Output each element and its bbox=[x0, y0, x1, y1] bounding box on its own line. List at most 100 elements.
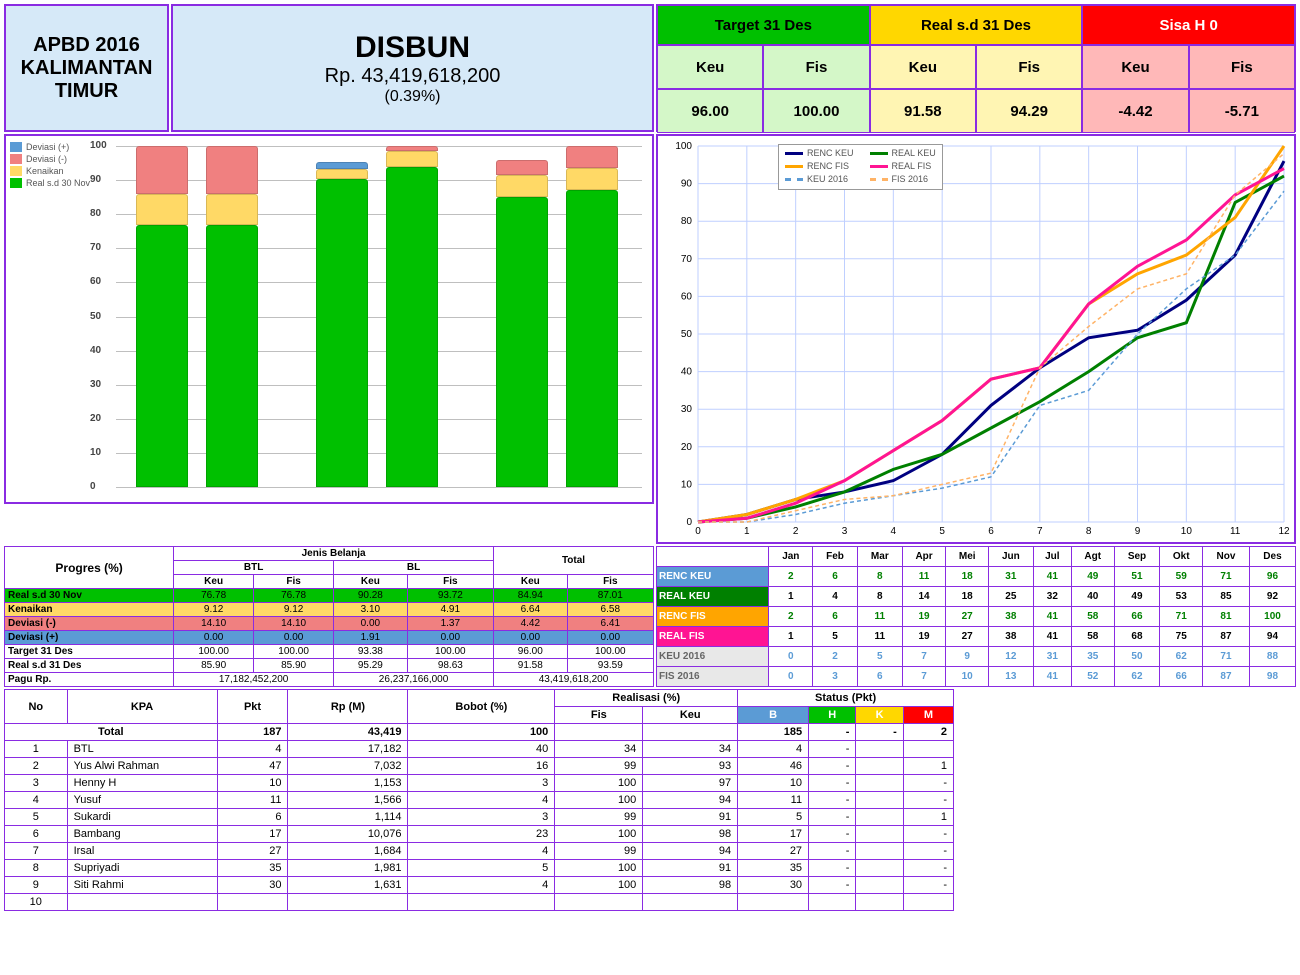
cell: 4 bbox=[738, 741, 809, 758]
cell: 34 bbox=[643, 741, 738, 758]
cell: 50 bbox=[1114, 647, 1160, 667]
svg-text:80: 80 bbox=[681, 216, 693, 227]
cell: Target 31 Des bbox=[5, 645, 174, 659]
cell: 14 bbox=[902, 587, 946, 607]
cell: 93.59 bbox=[567, 659, 653, 673]
y-tick-label: 20 bbox=[90, 413, 101, 424]
cell: 2 bbox=[5, 758, 68, 775]
cell: Status (Pkt) bbox=[738, 690, 954, 707]
cell: Jenis Belanja bbox=[174, 547, 494, 561]
cell bbox=[856, 741, 903, 758]
cell: 62 bbox=[1114, 667, 1160, 687]
org-line1: APBD 2016 bbox=[33, 34, 140, 57]
cell: 91.58 bbox=[494, 659, 568, 673]
cell: 93.72 bbox=[407, 589, 493, 603]
cell: 2 bbox=[813, 647, 858, 667]
cell: 68 bbox=[1114, 627, 1160, 647]
svg-text:11: 11 bbox=[1230, 526, 1241, 537]
legend-item: FIS 2016 bbox=[870, 174, 936, 184]
cell: Pkt bbox=[217, 690, 288, 724]
cell: 9.12 bbox=[254, 603, 334, 617]
cell: 7 bbox=[902, 647, 946, 667]
cell: Nov bbox=[1203, 547, 1250, 567]
cell bbox=[738, 894, 809, 911]
kpa-table: No KPA Pkt Rp (M) Bobot (%) Realisasi (%… bbox=[4, 689, 954, 911]
cell: 6 bbox=[857, 667, 902, 687]
cell: 9.12 bbox=[174, 603, 254, 617]
cell: 85 bbox=[1203, 587, 1250, 607]
cell: 6 bbox=[813, 607, 858, 627]
cell: B bbox=[738, 707, 809, 724]
bar-segment bbox=[136, 146, 188, 194]
bar-segment bbox=[136, 225, 188, 487]
cell: 18 bbox=[946, 567, 989, 587]
cell: 76.78 bbox=[174, 589, 254, 603]
cell: 81 bbox=[1203, 607, 1250, 627]
cell: 5 bbox=[813, 627, 858, 647]
grid-line bbox=[116, 317, 642, 318]
cell bbox=[856, 877, 903, 894]
cell bbox=[856, 860, 903, 877]
cell: 1 bbox=[903, 809, 953, 826]
cell: 27 bbox=[217, 843, 288, 860]
cell: 7 bbox=[5, 843, 68, 860]
cell bbox=[288, 894, 408, 911]
cell: 58 bbox=[1071, 627, 1114, 647]
main-title-box: DISBUN Rp. 43,419,618,200 (0.39%) bbox=[171, 4, 654, 132]
cell: Yus Alwi Rahman bbox=[67, 758, 217, 775]
bar-segment bbox=[206, 225, 258, 487]
cell: Yusuf bbox=[67, 792, 217, 809]
legend-swatch bbox=[10, 142, 22, 152]
cell bbox=[856, 826, 903, 843]
legend-swatch bbox=[10, 178, 22, 188]
cell: 4 bbox=[5, 792, 68, 809]
summary-sublabel: Keu bbox=[657, 45, 763, 89]
cell: 43,419,618,200 bbox=[494, 673, 654, 687]
cell: 9 bbox=[5, 877, 68, 894]
cell: 59 bbox=[1160, 567, 1203, 587]
cell: Kenaikan bbox=[5, 603, 174, 617]
legend-label: FIS 2016 bbox=[892, 174, 929, 184]
svg-text:0: 0 bbox=[686, 517, 692, 528]
cell: Deviasi (-) bbox=[5, 617, 174, 631]
cell: 100 bbox=[408, 724, 555, 741]
cell: 11 bbox=[857, 627, 902, 647]
grid-line bbox=[116, 248, 642, 249]
cell: 76.78 bbox=[254, 589, 334, 603]
cell: 9 bbox=[946, 647, 989, 667]
cell: Keu bbox=[334, 575, 408, 589]
cell: 100 bbox=[555, 826, 643, 843]
summary-header: Sisa H 0 bbox=[1082, 5, 1295, 45]
cell bbox=[856, 894, 903, 911]
cell: 4.42 bbox=[494, 617, 568, 631]
cell: 100 bbox=[555, 877, 643, 894]
cell: Sukardi bbox=[67, 809, 217, 826]
svg-text:100: 100 bbox=[675, 141, 692, 152]
cell: 35 bbox=[217, 860, 288, 877]
cell: Real s.d 30 Nov bbox=[5, 589, 174, 603]
legend-line-icon bbox=[785, 165, 803, 168]
summary-sublabel: Fis bbox=[763, 45, 869, 89]
cell: 11 bbox=[738, 792, 809, 809]
main-sub1: Rp. 43,419,618,200 bbox=[325, 65, 501, 88]
cell: Progres (%) bbox=[5, 547, 174, 589]
cell: 38 bbox=[988, 607, 1033, 627]
cell: 96.00 bbox=[494, 645, 568, 659]
legend-label: Deviasi (-) bbox=[26, 154, 67, 164]
svg-text:5: 5 bbox=[939, 526, 945, 537]
svg-text:10: 10 bbox=[1181, 526, 1193, 537]
cell: FIS 2016 bbox=[657, 667, 769, 687]
cell: - bbox=[856, 724, 903, 741]
cell: 27 bbox=[738, 843, 809, 860]
cell: Feb bbox=[813, 547, 858, 567]
cell: 1 bbox=[769, 587, 813, 607]
bar-segment bbox=[386, 151, 438, 168]
cell: 5 bbox=[857, 647, 902, 667]
bar-segment bbox=[316, 162, 368, 169]
cell: Okt bbox=[1160, 547, 1203, 567]
cell: 87.01 bbox=[567, 589, 653, 603]
cell: 2 bbox=[769, 607, 813, 627]
line-svg: 01020304050607080901000123456789101112 bbox=[658, 136, 1294, 542]
summary-value: -4.42 bbox=[1082, 89, 1188, 133]
cell: 1,981 bbox=[288, 860, 408, 877]
